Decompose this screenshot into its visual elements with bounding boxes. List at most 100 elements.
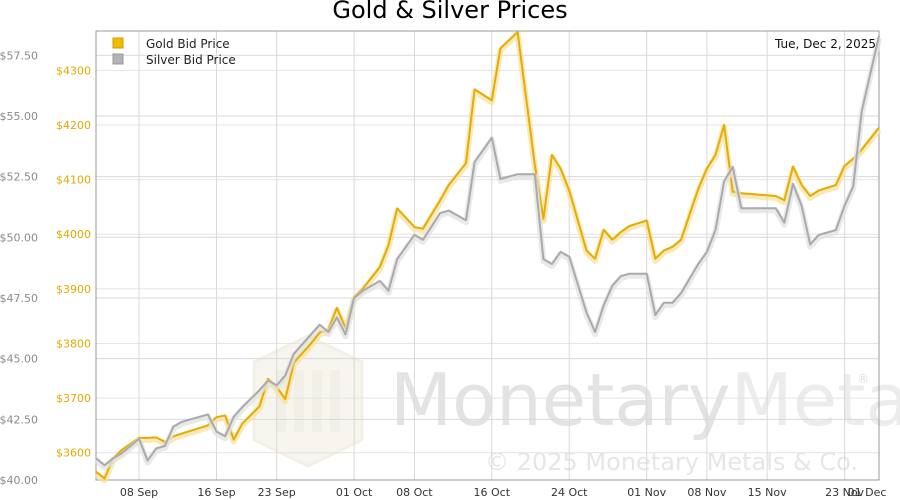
- gold-point: [807, 193, 813, 199]
- silver-point: [110, 455, 116, 461]
- silver-point: [162, 443, 168, 449]
- silver-point: [781, 220, 787, 226]
- silver-point: [153, 445, 159, 451]
- silver-point: [308, 331, 314, 337]
- silver-point: [274, 382, 280, 388]
- gold-point: [334, 305, 340, 311]
- x-tick-label: 01 Dec: [848, 486, 887, 499]
- y-gold-tick-label: $3900: [56, 283, 91, 296]
- gold-point: [145, 435, 151, 441]
- chart-title: Gold & Silver Prices: [332, 0, 567, 24]
- gold-point: [618, 229, 624, 235]
- y-gold-tick-label: $3800: [56, 337, 91, 350]
- plot-frame: [95, 30, 880, 481]
- silver-point: [850, 183, 856, 189]
- gold-point: [463, 160, 469, 166]
- gold-point: [584, 248, 590, 254]
- silver-point: [343, 331, 349, 337]
- gold-point: [257, 403, 263, 409]
- gold-point: [549, 152, 555, 158]
- silver-point: [170, 424, 176, 430]
- silver-point: [721, 179, 727, 185]
- silver-point: [773, 205, 779, 211]
- gold-point: [179, 431, 185, 437]
- silver-point: [282, 373, 288, 379]
- silver-point: [661, 300, 667, 306]
- silver-price-line: [95, 35, 880, 467]
- y-left-tick-label: $52.50: [0, 171, 38, 184]
- gold-point: [394, 206, 400, 212]
- gold-point: [644, 218, 650, 224]
- silver-point: [618, 273, 624, 279]
- silver-point: [222, 433, 228, 439]
- silver-point: [790, 181, 796, 187]
- silver-point: [678, 290, 684, 296]
- gold-point: [609, 237, 615, 243]
- silver-point: [695, 261, 701, 267]
- gold-point: [102, 475, 108, 481]
- legend-item-gold[interactable]: Gold Bid Price: [112, 37, 230, 51]
- gold-swatch-icon: [112, 37, 124, 49]
- gold-point: [222, 413, 228, 419]
- legend-gold-label: Gold Bid Price: [146, 37, 230, 51]
- silver-point: [549, 261, 555, 267]
- silver-point: [601, 302, 607, 308]
- gold-point: [472, 86, 478, 92]
- legend-item-silver[interactable]: Silver Bid Price: [112, 53, 236, 67]
- gold-point: [420, 226, 426, 232]
- gold-price-line: [95, 31, 880, 480]
- silver-point: [377, 278, 383, 284]
- silver-point: [644, 271, 650, 277]
- legend-silver-label: Silver Bid Price: [146, 53, 236, 67]
- y-gold-tick-label: $4000: [56, 228, 91, 241]
- y-gold-tick-label: $4200: [56, 119, 91, 132]
- silver-point: [842, 203, 848, 209]
- date-label: Tue, Dec 2, 2025: [774, 37, 876, 51]
- silver-point: [670, 300, 676, 306]
- silver-point: [257, 387, 263, 393]
- gold-point: [566, 188, 572, 194]
- gold-point: [532, 162, 538, 168]
- silver-point: [317, 322, 323, 328]
- gold-point: [833, 182, 839, 188]
- gold-point: [876, 125, 882, 131]
- silver-point: [730, 164, 736, 170]
- silver-point: [859, 108, 865, 114]
- silver-point: [188, 416, 194, 422]
- y-gold-tick-label: $3600: [56, 447, 91, 460]
- y-left-tick-label: $42.50: [0, 413, 38, 426]
- x-tick-label: 08 Oct: [396, 486, 433, 499]
- silver-point: [627, 271, 633, 277]
- silver-point: [325, 329, 331, 335]
- gold-point: [695, 186, 701, 192]
- silver-point: [119, 450, 125, 456]
- silver-point: [446, 208, 452, 214]
- silver-point: [807, 242, 813, 248]
- gold-point: [239, 421, 245, 427]
- y-left-tick-label: $47.50: [0, 292, 38, 305]
- gold-point: [592, 256, 598, 262]
- x-tick-label: 15 Nov: [748, 486, 787, 499]
- silver-point: [334, 314, 340, 320]
- silver-point: [540, 256, 546, 262]
- gold-point: [713, 152, 719, 158]
- y-gold-tick-label: $4100: [56, 174, 91, 187]
- gold-point: [411, 224, 417, 230]
- grid: [96, 31, 879, 481]
- gold-point: [704, 166, 710, 172]
- silver-point: [584, 310, 590, 316]
- silver-point: [515, 171, 521, 177]
- silver-point: [609, 283, 615, 289]
- gold-point: [790, 164, 796, 170]
- silver-point: [411, 232, 417, 238]
- gold-point: [816, 188, 822, 194]
- gold-point: [386, 242, 392, 248]
- silver-point: [738, 205, 744, 211]
- silver-point: [816, 232, 822, 238]
- silver-point: [876, 33, 882, 39]
- x-tick-label: 08 Nov: [687, 486, 726, 499]
- silver-point: [205, 412, 211, 418]
